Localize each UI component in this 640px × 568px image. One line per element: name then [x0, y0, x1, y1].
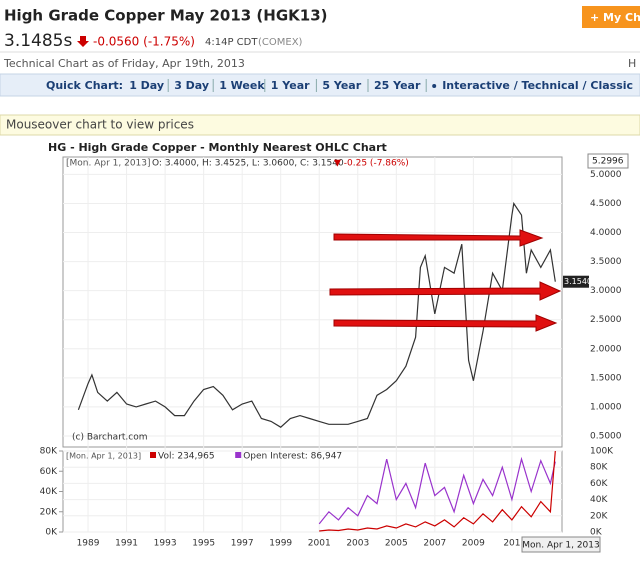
- arrow: [333, 229, 544, 247]
- subheader: Technical Chart as of Friday, Apr 19th, …: [3, 57, 245, 70]
- chart-title: HG - High Grade Copper - Monthly Nearest…: [48, 141, 387, 154]
- y-tick-label: 0K: [45, 528, 58, 538]
- quick-link[interactable]: 5 Year: [322, 79, 361, 92]
- y-tick-label: 5.0000: [590, 170, 622, 180]
- help[interactable]: H: [628, 57, 636, 70]
- y-tick-label: 1.0000: [590, 402, 622, 412]
- x-tick-label: 2009: [462, 539, 485, 549]
- quick-label: Quick Chart:: [46, 79, 123, 92]
- legend-label: Vol: 234,965: [158, 452, 215, 462]
- y-tick-label: 3.0000: [590, 286, 622, 296]
- legend-swatch: [150, 452, 156, 458]
- plot-frame: [62, 156, 563, 448]
- volume-frame: [62, 450, 563, 533]
- y2-tick-label: 100K: [590, 447, 614, 457]
- top-label: 5.2996: [592, 157, 624, 167]
- y-tick-label: 2.0000: [590, 344, 622, 354]
- y-tick-label: 2.5000: [590, 315, 622, 325]
- y2-tick-label: 40K: [590, 495, 608, 505]
- info: [Mon. Apr 1, 2013]: [66, 159, 151, 169]
- legend-swatch: [235, 452, 242, 458]
- y2-tick-label: 0K: [590, 528, 603, 538]
- x-tick-label: 2005: [385, 539, 408, 549]
- x-tick-label: 1989: [77, 539, 100, 549]
- x-tick-label: 1999: [269, 539, 292, 549]
- volume-info: [Mon. Apr 1, 2013]: [66, 452, 141, 461]
- button-label[interactable]: + My Cha: [590, 11, 640, 24]
- down-icon: [77, 36, 89, 47]
- x-tick-label: 1993: [154, 539, 177, 549]
- y2-tick-label: 80K: [590, 463, 608, 473]
- quick-bar: [0, 73, 640, 97]
- arrow: [329, 281, 562, 301]
- quick-link[interactable]: 25 Year: [374, 79, 421, 92]
- y2-tick-label: 20K: [590, 511, 608, 521]
- x-tick-label: 1997: [231, 539, 254, 549]
- y2-tick-label: 60K: [590, 479, 608, 489]
- y-tick-label: 3.5000: [590, 257, 622, 267]
- views[interactable]: Interactive / Technical / Classic: [442, 79, 633, 92]
- change: -0.0560 (-1.75%): [93, 35, 195, 49]
- time: 4:14P CDT: [205, 37, 258, 48]
- x-tick-label: 1991: [115, 539, 138, 549]
- x-tick-label: 201: [503, 539, 520, 549]
- arrows: [329, 229, 562, 332]
- quick-link[interactable]: 3 Day: [174, 79, 209, 92]
- y-tick-label: 40K: [40, 487, 58, 497]
- mouseover-text: Mouseover chart to view prices: [6, 118, 194, 132]
- quick-link[interactable]: 1 Week: [219, 79, 265, 92]
- y-tick-label: 80K: [40, 447, 58, 457]
- tooltip: Mon. Apr 1, 2013: [522, 541, 599, 551]
- y-tick-label: 0.5000: [590, 431, 622, 441]
- last-label: 3.1540: [564, 277, 592, 286]
- top-label-box: [587, 153, 629, 169]
- x-tick-label: 2001: [308, 539, 331, 549]
- mouseover-bar: [0, 114, 640, 136]
- quick-link[interactable]: 1 Year: [271, 79, 310, 92]
- series-line: [318, 456, 556, 525]
- y-tick-label: 4.0000: [590, 228, 622, 238]
- y-tick-label: 1.5000: [590, 373, 622, 383]
- y-tick-label: 20K: [40, 507, 58, 517]
- ohlc: O: 3.4000, H: 3.4525, L: 3.0600, C: 3.15…: [152, 159, 344, 169]
- x-tick-label: 2003: [346, 539, 369, 549]
- y-tick-label: 60K: [40, 467, 58, 477]
- ohlc-change: ▼ -0.25 (-7.86%): [334, 159, 409, 169]
- last-label-box: [563, 275, 589, 288]
- tooltip-box: [521, 536, 601, 553]
- quick-link[interactable]: 1 Day: [129, 79, 164, 92]
- title: High Grade Copper May 2013 (HGK13): [4, 7, 328, 25]
- button[interactable]: [582, 6, 640, 28]
- arrow: [333, 314, 558, 332]
- series-line: [319, 450, 556, 532]
- exchange: (COMEX): [258, 37, 303, 48]
- legend-label: Open Interest: 86,947: [243, 452, 342, 462]
- x-tick-label: 1995: [192, 539, 215, 549]
- watermark: (c) Barchart.com: [72, 433, 148, 443]
- x-tick-label: 2007: [423, 539, 446, 549]
- bullet: [432, 84, 437, 88]
- series-line: [77, 201, 556, 428]
- y-tick-label: 4.5000: [590, 199, 622, 209]
- price: 3.1485s: [4, 31, 72, 51]
